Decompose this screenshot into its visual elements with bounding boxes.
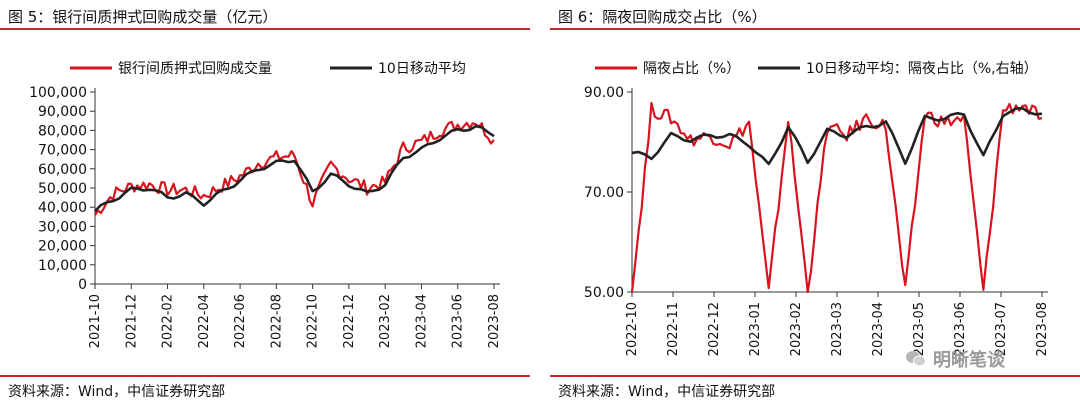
legend-label: 银行间质押式回购成交量 (118, 60, 272, 77)
x-tick-label: 2022-10 (306, 294, 321, 348)
y-tick-label: 80,000 (38, 123, 87, 139)
y-tick-label: 30,000 (38, 219, 87, 235)
x-tick-label: 2023-04 (414, 294, 429, 348)
series-line (94, 124, 495, 212)
x-tick-label: 2023-08 (487, 294, 502, 348)
y-tick-label: 70.00 (584, 185, 624, 201)
x-tick-label: 2022-08 (269, 294, 284, 348)
title-rule-left (0, 28, 530, 30)
x-tick-label: 2022-02 (161, 294, 176, 348)
x-tick-label: 2023-06 (451, 294, 466, 348)
x-tick-label: 2022-12 (707, 302, 722, 356)
x-tick-label: 2022-11 (666, 302, 681, 356)
legend-label: 10日移动平均 (378, 61, 466, 77)
x-tick-label: 2023-07 (994, 302, 1009, 356)
watermark-text: 明晰笔谈 (933, 350, 1005, 371)
x-tick-label: 2023-03 (830, 302, 845, 356)
x-tick-label: 2023-01 (748, 302, 763, 356)
y-tick-label: 60,000 (38, 162, 87, 178)
y-tick-label: 50.00 (584, 285, 624, 301)
x-tick-label: 2021-10 (88, 294, 103, 348)
x-tick-label: 2023-02 (378, 294, 393, 348)
y-tick-label: 100,000 (29, 85, 87, 101)
x-tick-label: 2023-04 (871, 302, 886, 356)
legend-label: 隔夜占比（%） (643, 61, 740, 77)
y-tick-label: 20,000 (38, 239, 87, 255)
y-tick-label: 10,000 (38, 258, 87, 274)
title-rule-right (550, 28, 1080, 30)
x-tick-label: 2023-05 (912, 302, 927, 356)
source-note-right: 资料来源：Wind，中信证券研究部 (558, 384, 776, 400)
y-tick-label: 50,000 (38, 181, 87, 197)
x-tick-label: 2022-12 (342, 294, 357, 348)
y-tick-label: 40,000 (38, 200, 87, 216)
y-tick-label: 0 (78, 277, 87, 293)
x-tick-label: 2022-06 (233, 294, 248, 348)
right-panel: 图 6：隔夜回购成交占比（%） 隔夜占比（%） 10日移动平均：隔夜占比（%,右轴… (550, 0, 1080, 410)
y-tick-label: 70,000 (38, 143, 87, 159)
series-line (631, 106, 1043, 166)
watermark: 明晰笔谈 (905, 346, 1005, 372)
chart-title-right: 图 6：隔夜回购成交占比（%） (558, 8, 767, 26)
x-tick-label: 2023-06 (953, 302, 968, 356)
left-panel: 图 5：银行间质押式回购成交量（亿元） 银行间质押式回购成交量 10日移动平均 0 1… (0, 0, 530, 410)
y-tick-label: 90,000 (38, 104, 87, 120)
series-line (94, 120, 495, 216)
y-tick-label: 90.00 (584, 85, 624, 101)
legend-label: 10日移动平均：隔夜占比（%,右轴） (806, 61, 1038, 77)
line-chart-right: 隔夜占比（%） 10日移动平均：隔夜占比（%,右轴） 50.00 70.00 90.00… (584, 61, 1050, 356)
series-line (630, 101, 1043, 294)
x-tick-label: 2023-08 (1035, 302, 1050, 356)
source-rule-right (550, 375, 1080, 377)
source-rule-left (0, 375, 530, 377)
x-tick-label: 2022-10 (625, 302, 640, 356)
source-note-left: 资料来源：Wind，中信证券研究部 (8, 384, 226, 400)
line-chart-left: 银行间质押式回购成交量 10日移动平均 0 10,000 20,000 30,000 40,… (29, 60, 502, 348)
wechat-logo-icon (906, 351, 926, 367)
x-tick-label: 2022-04 (197, 294, 212, 348)
x-tick-label: 2021-12 (124, 294, 139, 348)
x-tick-label: 2023-02 (789, 302, 804, 356)
chart-title-left: 图 5：银行间质押式回购成交量（亿元） (8, 8, 278, 26)
